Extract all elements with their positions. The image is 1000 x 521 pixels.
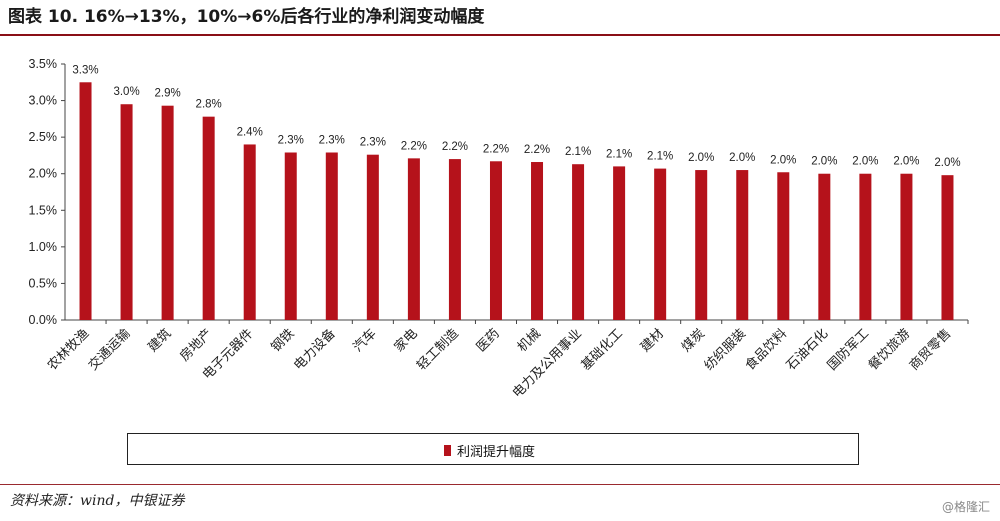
data-label: 2.0% — [729, 152, 755, 164]
bar — [79, 82, 92, 321]
data-label: 2.1% — [606, 148, 632, 160]
data-label: 2.2% — [524, 144, 550, 156]
bar — [695, 170, 708, 320]
bar — [736, 170, 749, 320]
y-tick-label: 1.0% — [29, 240, 58, 254]
bar — [777, 172, 790, 320]
x-tick-label: 电力设备 — [291, 326, 339, 374]
legend-item: 利润提升幅度 — [444, 441, 535, 460]
data-label: 3.3% — [72, 64, 98, 76]
x-tick-label: 食品饮料 — [742, 326, 790, 374]
bar — [202, 116, 215, 320]
data-label: 2.3% — [319, 135, 345, 147]
bar — [572, 164, 585, 320]
y-tick-label: 1.5% — [29, 203, 58, 217]
x-tick-label: 家电 — [391, 326, 421, 356]
y-tick-label: 3.5% — [29, 57, 58, 71]
x-tick-label: 轻工制造 — [414, 326, 461, 373]
x-tick-label: 建材 — [638, 326, 667, 355]
bar — [900, 173, 913, 320]
x-tick-label: 钢铁 — [269, 326, 298, 355]
x-tick-label: 医药 — [474, 326, 503, 355]
data-label: 2.0% — [811, 156, 837, 168]
y-tick-label: 2.0% — [29, 167, 58, 181]
bar — [366, 154, 379, 320]
legend-label: 利润提升幅度 — [457, 445, 536, 460]
x-tick-label: 国防军工 — [824, 326, 872, 374]
x-tick-label: 基础化工 — [579, 326, 626, 373]
data-label: 2.2% — [442, 141, 468, 153]
data-label: 2.2% — [483, 143, 509, 155]
bar — [859, 173, 872, 320]
bar — [654, 168, 667, 320]
data-label: 3.0% — [113, 86, 139, 98]
data-label: 2.0% — [688, 152, 714, 164]
bar — [325, 152, 338, 320]
bar — [489, 161, 502, 320]
bar — [284, 152, 297, 320]
y-tick-label: 2.5% — [29, 130, 58, 144]
data-label: 2.1% — [565, 146, 591, 158]
x-tick-label: 餐饮旅游 — [865, 326, 913, 374]
data-label: 2.0% — [770, 154, 796, 166]
chart-legend: 利润提升幅度 — [127, 433, 859, 465]
data-label: 2.4% — [237, 126, 263, 138]
watermark: @格隆汇 — [941, 500, 990, 514]
bar — [407, 158, 420, 320]
data-label: 2.0% — [893, 156, 919, 168]
x-tick-label: 纺织服装 — [702, 326, 749, 373]
y-tick-label: 0.5% — [29, 276, 58, 290]
bar — [161, 105, 174, 320]
data-label: 2.3% — [278, 135, 304, 147]
data-label: 2.3% — [360, 137, 386, 149]
data-label: 2.1% — [647, 151, 673, 163]
x-tick-label: 交通运输 — [85, 326, 133, 374]
data-label: 2.2% — [401, 140, 427, 152]
x-tick-label: 房地产 — [177, 326, 216, 365]
x-tick-label: 机械 — [515, 326, 544, 355]
chart-title: 图表 10. 16%→13%，10%→6%后各行业的净利润变动幅度 — [8, 7, 485, 27]
x-tick-label: 汽车 — [350, 326, 380, 356]
bar — [120, 104, 133, 320]
data-label: 2.9% — [155, 88, 181, 100]
x-tick-label: 商贸零售 — [906, 326, 954, 374]
bar-chart: 0.0% 0.5% 1.0% 1.5% 2.0% 2.5% 3.0% 3.5% 3.3% 农林牧渔… — [29, 57, 969, 401]
data-label: 2.8% — [196, 99, 222, 111]
x-tick-label: 石油石化 — [784, 326, 831, 373]
bar — [448, 159, 461, 320]
y-tick-label: 0.0% — [29, 313, 58, 327]
source-note: 资料来源：wind，中银证券 — [10, 493, 185, 509]
bar — [243, 144, 256, 320]
footer-divider — [0, 484, 1000, 485]
x-tick-label: 建筑 — [145, 326, 175, 356]
data-label: 2.0% — [852, 156, 878, 168]
x-tick-label: 煤炭 — [679, 326, 708, 355]
title-divider — [0, 34, 1000, 36]
bar — [818, 173, 831, 320]
bar — [941, 175, 954, 320]
data-label: 2.0% — [934, 157, 960, 169]
bar — [531, 162, 544, 320]
legend-swatch — [444, 445, 451, 456]
y-tick-label: 3.0% — [29, 94, 58, 108]
bar — [613, 166, 626, 320]
x-tick-label: 农林牧渔 — [45, 326, 92, 373]
